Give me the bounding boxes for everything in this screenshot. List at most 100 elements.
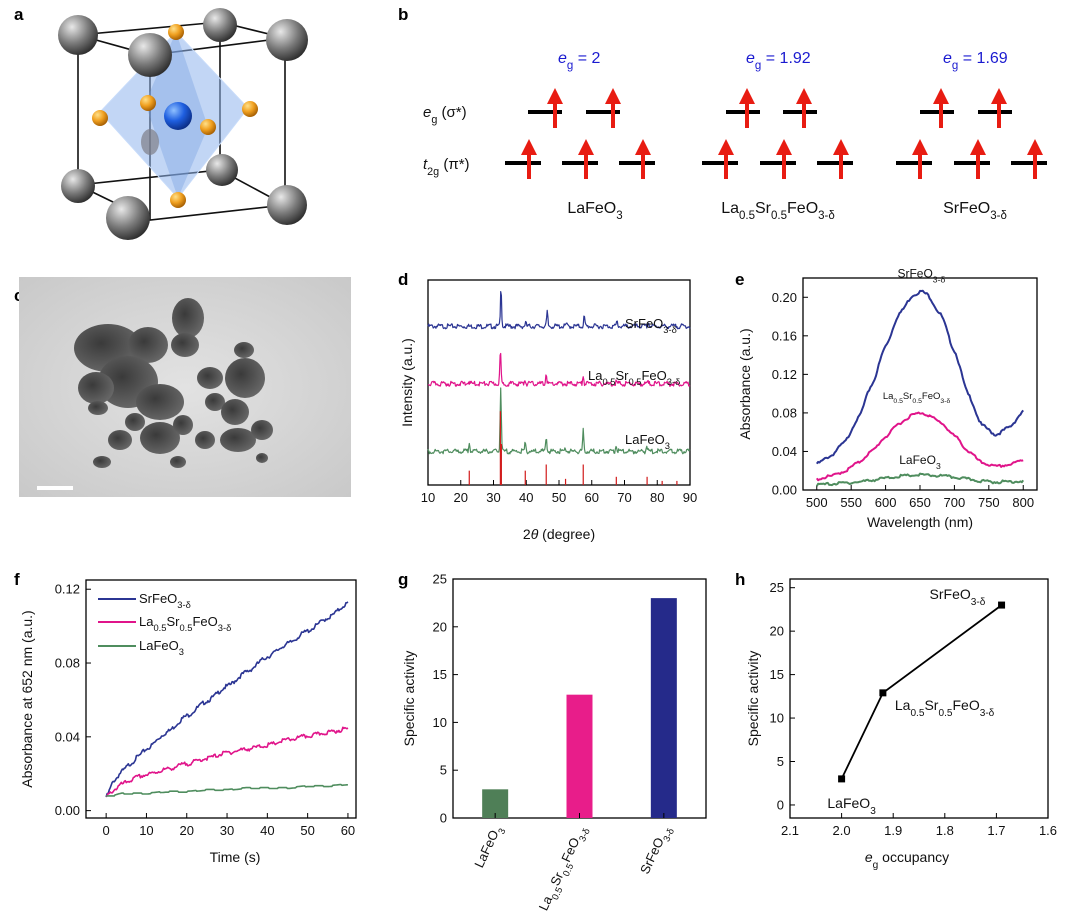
point-label: SrFeO3-δ — [930, 586, 986, 608]
eg-value-label-2: eg = 1.92 — [746, 50, 811, 72]
bar — [566, 694, 593, 818]
y-tick-label: 15 — [770, 667, 784, 682]
y-tick-label: 20 — [433, 619, 447, 634]
uv-series-line — [815, 289, 1024, 465]
y-tick-label: 20 — [770, 624, 784, 639]
xrd-x-axis-label: 2θ (degree) — [523, 526, 595, 542]
t2g-spin-arrow-head — [578, 139, 594, 155]
y-tick-label: 0.04 — [55, 729, 80, 744]
eg-spin-arrow-head — [933, 88, 949, 104]
panel-label-g: g — [398, 570, 408, 589]
x-tick-label: 2.1 — [781, 823, 799, 838]
panel-label-f: f — [14, 570, 20, 589]
uv-label-lasrfeo3: La0.5Sr0.5FeO3-δ — [883, 391, 951, 405]
point-label: La0.5Sr0.5FeO3-δ — [895, 697, 995, 719]
t2g-spin-arrow-head — [970, 139, 986, 155]
bar-category-label: LaFeO3 — [471, 823, 507, 872]
y-tick-label: 0.16 — [772, 328, 797, 343]
y-tick-label: 0.12 — [772, 367, 797, 382]
uv-series-line — [815, 472, 1025, 487]
y-tick-label: 5 — [777, 754, 784, 769]
compound-label-1: LaFeO3 — [567, 200, 622, 222]
x-tick-label: 2.0 — [833, 823, 851, 838]
bar-category-label: La0.5Sr0.5FeO3-δ — [536, 823, 592, 912]
eg-row-label: eg (σ*) — [423, 104, 467, 126]
bar-y-axis-label: Specific activity — [401, 651, 417, 747]
y-tick-label: 0.04 — [772, 444, 797, 459]
bar-category-label: SrFeO3-δ — [637, 823, 676, 878]
eg-value-label-3: eg = 1.69 — [943, 50, 1008, 72]
uv-x-axis-label: Wavelength (nm) — [867, 514, 973, 530]
kinetics-y-axis-label: Absorbance at 652 nm (a.u.) — [19, 610, 35, 787]
x-tick-label: 750 — [978, 495, 1000, 510]
y-tick-label: 0.08 — [55, 656, 80, 671]
x-tick-label: 1.6 — [1039, 823, 1057, 838]
panel-label-e: e — [735, 270, 744, 289]
scatter-x-axis-label: eg occupancy — [865, 849, 949, 871]
x-tick-label: 30 — [220, 823, 234, 838]
panel-label-h: h — [735, 570, 745, 589]
uv-vis-chart: 500 550 600 650 700 750 800 0.00 0.04 0.08 0.12 0.1… — [737, 267, 1038, 530]
y-tick-label: 0.00 — [772, 483, 797, 498]
data-point — [879, 689, 887, 697]
eg-spin-arrow-head — [991, 88, 1007, 104]
t2g-spin-arrow-head — [635, 139, 651, 155]
y-tick-label: 0.00 — [55, 803, 80, 818]
kinetics-series-line — [106, 783, 348, 797]
trend-line — [840, 604, 1003, 780]
compound-label-2: La0.5Sr0.5FeO3-δ — [721, 200, 835, 222]
y-tick-label: 0 — [440, 811, 447, 826]
x-tick-label: 10 — [139, 823, 153, 838]
perovskite-unit-cell-icon — [58, 8, 308, 240]
x-tick-label: 60 — [585, 490, 599, 505]
eg-spin-arrow-head — [739, 88, 755, 104]
y-tick-label: 0.08 — [772, 405, 797, 420]
compound-label-3: SrFeO3-δ — [943, 200, 1007, 222]
x-tick-label: 600 — [875, 495, 897, 510]
xrd-chart: 10 20 30 40 50 60 70 80 90 SrFeO3-δ La0.5Sr0.5FeO3… — [399, 279, 697, 542]
nanoparticle-cluster — [74, 298, 273, 468]
t2g-row-label: t2g (π*) — [423, 156, 470, 178]
y-tick-label: 0.20 — [772, 290, 797, 305]
scatter-y-axis-label: Specific activity — [745, 651, 761, 747]
x-tick-label: 50 — [300, 823, 314, 838]
x-tick-label: 40 — [260, 823, 274, 838]
fe-atom — [164, 102, 192, 130]
kinetics-chart: 0 10 20 30 40 50 60 0.00 0.04 0.08 0.12 SrFeO3-δ La0… — [19, 579, 357, 865]
eg-spin-arrow-head — [605, 88, 621, 104]
x-tick-label: 30 — [486, 490, 500, 505]
x-tick-label: 500 — [806, 495, 828, 510]
x-tick-label: 1.8 — [936, 823, 954, 838]
eg-spin-arrow-head — [796, 88, 812, 104]
t2g-spin-arrow-head — [833, 139, 849, 155]
xrd-series-label: LaFeO3 — [625, 432, 670, 451]
kinetics-series-line — [105, 726, 349, 798]
x-tick-label: 60 — [341, 823, 355, 838]
y-tick-label: 15 — [433, 667, 447, 682]
xrd-series-label: La0.5Sr0.5FeO3-δ — [588, 368, 680, 387]
tem-image — [19, 277, 351, 497]
x-tick-label: 40 — [519, 490, 533, 505]
plot-frame — [85, 579, 357, 819]
t2g-spin-arrow-head — [521, 139, 537, 155]
eg-value-label-1: eg = 2 — [558, 50, 601, 72]
x-tick-label: 0 — [103, 823, 110, 838]
legend-label: LaFeO3 — [139, 638, 184, 657]
plot-frame — [789, 578, 1049, 819]
x-tick-label: 1.7 — [987, 823, 1005, 838]
x-tick-label: 700 — [944, 495, 966, 510]
y-tick-label: 25 — [770, 580, 784, 595]
scale-bar-icon — [37, 486, 73, 490]
x-tick-label: 1.9 — [884, 823, 902, 838]
uv-series-line — [815, 411, 1024, 482]
eg-spin-arrow-head — [547, 88, 563, 104]
t2g-spin-arrow-head — [912, 139, 928, 155]
y-tick-label: 0 — [777, 797, 784, 812]
a-site-atoms — [58, 8, 308, 240]
y-tick-label: 25 — [433, 572, 447, 587]
bar — [650, 598, 677, 818]
xrd-series-line — [427, 352, 691, 387]
orbital-diagram: eg (σ*) t2g (π*) eg = 2 LaFeO3 eg = 1.92 La0.… — [423, 50, 1047, 222]
xrd-series-line — [427, 387, 691, 455]
